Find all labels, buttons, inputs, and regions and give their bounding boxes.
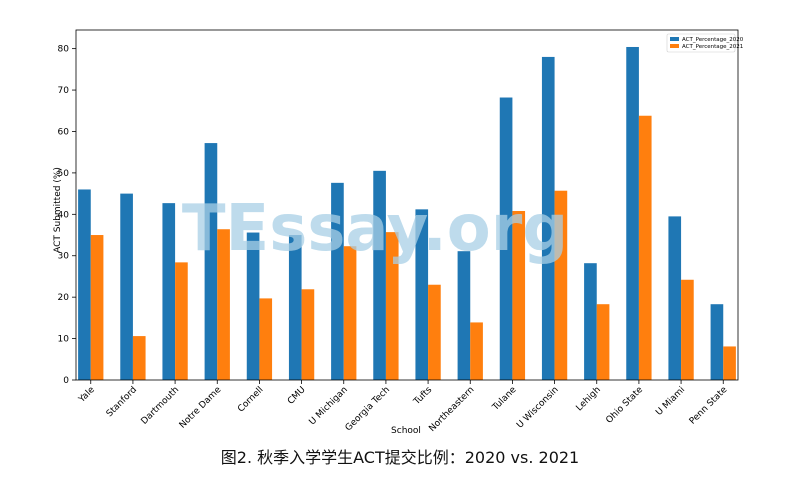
x-tick-label: Yale (77, 385, 98, 406)
x-tick-label: Georgia Tech (344, 385, 392, 433)
x-tick-label: Ohio State (604, 385, 645, 426)
plot-frame (75, 29, 739, 381)
x-tick-label: Tufts (412, 385, 435, 408)
x-tick-label: Stanford (105, 385, 139, 419)
x-axis-label: School (391, 426, 421, 436)
y-tick-label: 50 (58, 169, 70, 179)
bar-2020-u-miami (668, 216, 682, 380)
bar-2021-notre-dame (217, 229, 230, 380)
bar-2020-penn-state (710, 304, 724, 380)
figure-caption: 图2. 秋季入学学生ACT提交比例：2020 vs. 2021 (220, 448, 580, 467)
y-tick-label: 0 (63, 376, 69, 386)
bar-2020-cmu (288, 235, 302, 380)
bar-2021-u-wisconsin (554, 190, 568, 380)
x-tick-label: Lehigh (575, 385, 603, 413)
watermark-text: TEssay.org (182, 192, 568, 266)
y-tick-label: 60 (58, 127, 70, 137)
x-tick-label: Cornell (236, 385, 265, 414)
bar-2021-tufts (428, 284, 441, 380)
bar-2021-u-miami (681, 279, 694, 380)
legend-swatch (670, 37, 679, 41)
bar-2021-northeastern (470, 322, 483, 380)
bar-2020-dartmouth (162, 203, 176, 380)
bar-2021-lehigh (596, 304, 610, 380)
legend-box (666, 33, 736, 53)
y-tick-label: 10 (58, 335, 70, 345)
legend-entry-label: ACT_Percentage_2021 (682, 44, 743, 50)
bars-group (78, 46, 736, 381)
bar-2020-u-michigan (331, 182, 344, 380)
x-tick-label: Dartmouth (140, 385, 182, 427)
bar-2020-lehigh (584, 263, 597, 380)
bar-2020-tufts (415, 209, 429, 380)
bar-2021-penn-state (723, 346, 736, 380)
bar-2021-tulane (512, 211, 526, 380)
y-axis-label: ACT Submitted (%) (53, 167, 63, 253)
x-tick-label: U Miami (654, 385, 687, 418)
y-tick-label: 20 (58, 293, 70, 303)
bar-2020-ohio-state (626, 46, 639, 381)
bar-2021-georgia-tech (385, 232, 399, 380)
bar-2020-northeastern (457, 251, 471, 380)
bar-2020-yale (78, 189, 91, 380)
y-tick-label: 40 (58, 210, 70, 220)
legend-entry-label: ACT_Percentage_2020 (682, 37, 744, 43)
bar-2021-cornell (259, 298, 273, 380)
bar-2020-notre-dame (204, 143, 218, 380)
x-tick-label: U Wisconsin (515, 385, 561, 431)
bar-2021-ohio-state (638, 115, 652, 380)
y-tick-label: 80 (58, 45, 70, 55)
bar-2020-cornell (246, 232, 260, 380)
y-axis: 0 10 20 30 40 50 60 70 80 (58, 45, 76, 386)
bar-2021-u-michigan (343, 246, 357, 380)
x-tick-label: Northeastern (427, 385, 476, 434)
bar-2020-georgia-tech (373, 170, 386, 380)
bar-2021-stanford (132, 336, 146, 380)
bar-2020-stanford (120, 193, 133, 380)
bar-2020-u-wisconsin (541, 56, 555, 381)
bar-2021-dartmouth (175, 262, 188, 380)
y-tick-label: 30 (58, 252, 70, 262)
x-tick-label: Notre Dame (178, 385, 224, 431)
bar-2021-yale (90, 235, 104, 380)
y-tick-label: 70 (58, 86, 70, 96)
bar-2021-cmu (301, 289, 315, 380)
x-tick-label: Tulane (490, 385, 519, 414)
x-tick-label: U Michigan (308, 385, 350, 427)
legend-swatch (670, 44, 679, 48)
x-tick-label: Penn State (688, 385, 730, 427)
bar-2020-tulane (499, 97, 513, 380)
x-tick-label: CMU (286, 385, 308, 407)
